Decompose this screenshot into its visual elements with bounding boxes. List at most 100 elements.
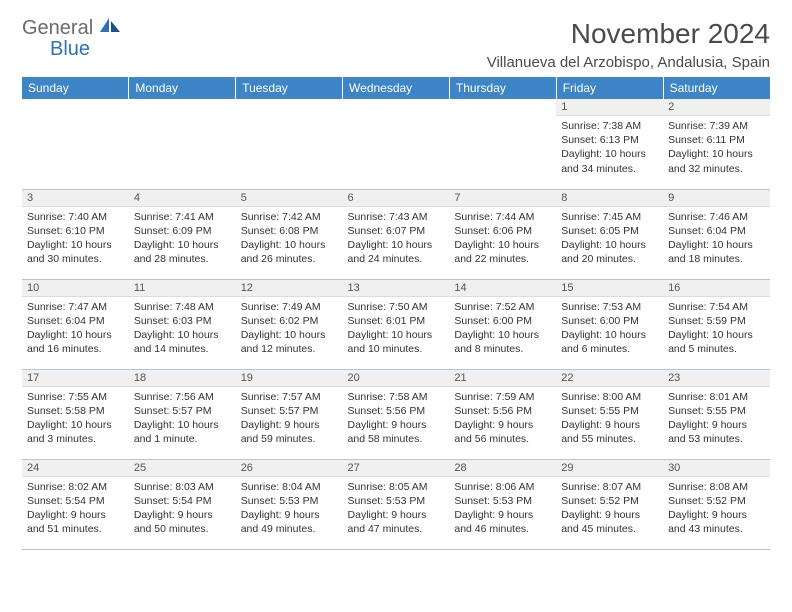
daylight-text-1: Daylight: 10 hours [27, 328, 124, 342]
daylight-text-2: and 26 minutes. [241, 252, 338, 266]
calendar-day-cell: 5Sunrise: 7:42 AMSunset: 6:08 PMDaylight… [236, 189, 343, 279]
sunset-text: Sunset: 5:55 PM [668, 404, 765, 418]
day-number: 17 [22, 370, 129, 387]
daylight-text-1: Daylight: 9 hours [241, 418, 338, 432]
daylight-text-1: Daylight: 10 hours [668, 238, 765, 252]
sunrise-text: Sunrise: 8:06 AM [454, 480, 551, 494]
calendar-day-cell: 14Sunrise: 7:52 AMSunset: 6:00 PMDayligh… [449, 279, 556, 369]
sunrise-text: Sunrise: 8:05 AM [348, 480, 445, 494]
sunrise-text: Sunrise: 7:39 AM [668, 119, 765, 133]
calendar-day-cell: 28Sunrise: 8:06 AMSunset: 5:53 PMDayligh… [449, 459, 556, 549]
day-content: Sunrise: 8:03 AMSunset: 5:54 PMDaylight:… [129, 477, 236, 540]
weekday-header: Thursday [449, 77, 556, 99]
daylight-text-1: Daylight: 9 hours [561, 418, 658, 432]
sunset-text: Sunset: 5:56 PM [348, 404, 445, 418]
calendar-day-cell: 29Sunrise: 8:07 AMSunset: 5:52 PMDayligh… [556, 459, 663, 549]
daylight-text-2: and 6 minutes. [561, 342, 658, 356]
daylight-text-2: and 47 minutes. [348, 522, 445, 536]
sunset-text: Sunset: 6:05 PM [561, 224, 658, 238]
sunset-text: Sunset: 6:00 PM [561, 314, 658, 328]
day-content: Sunrise: 8:08 AMSunset: 5:52 PMDaylight:… [663, 477, 770, 540]
daylight-text-2: and 58 minutes. [348, 432, 445, 446]
daylight-text-2: and 34 minutes. [561, 162, 658, 176]
daylight-text-1: Daylight: 9 hours [348, 418, 445, 432]
day-content: Sunrise: 7:40 AMSunset: 6:10 PMDaylight:… [22, 207, 129, 270]
day-number: 27 [343, 460, 450, 477]
sunset-text: Sunset: 5:54 PM [27, 494, 124, 508]
sunrise-text: Sunrise: 7:54 AM [668, 300, 765, 314]
day-content: Sunrise: 8:02 AMSunset: 5:54 PMDaylight:… [22, 477, 129, 540]
calendar-day-cell: 8Sunrise: 7:45 AMSunset: 6:05 PMDaylight… [556, 189, 663, 279]
day-number: 10 [22, 280, 129, 297]
weekday-header: Friday [556, 77, 663, 99]
day-content: Sunrise: 7:59 AMSunset: 5:56 PMDaylight:… [449, 387, 556, 450]
calendar-day-cell: 11Sunrise: 7:48 AMSunset: 6:03 PMDayligh… [129, 279, 236, 369]
sunset-text: Sunset: 5:53 PM [348, 494, 445, 508]
day-number: 30 [663, 460, 770, 477]
calendar-day-cell: 22Sunrise: 8:00 AMSunset: 5:55 PMDayligh… [556, 369, 663, 459]
daylight-text-1: Daylight: 9 hours [668, 508, 765, 522]
day-content: Sunrise: 8:01 AMSunset: 5:55 PMDaylight:… [663, 387, 770, 450]
day-content: Sunrise: 7:55 AMSunset: 5:58 PMDaylight:… [22, 387, 129, 450]
day-number: 26 [236, 460, 343, 477]
daylight-text-2: and 28 minutes. [134, 252, 231, 266]
daylight-text-2: and 12 minutes. [241, 342, 338, 356]
day-content: Sunrise: 7:43 AMSunset: 6:07 PMDaylight:… [343, 207, 450, 270]
logo-text-1: General [22, 17, 93, 39]
sunset-text: Sunset: 5:54 PM [134, 494, 231, 508]
sunset-text: Sunset: 6:10 PM [27, 224, 124, 238]
day-content: Sunrise: 7:54 AMSunset: 5:59 PMDaylight:… [663, 297, 770, 360]
daylight-text-1: Daylight: 10 hours [348, 238, 445, 252]
location: Villanueva del Arzobispo, Andalusia, Spa… [487, 54, 770, 71]
daylight-text-1: Daylight: 9 hours [134, 508, 231, 522]
daylight-text-2: and 18 minutes. [668, 252, 765, 266]
sunrise-text: Sunrise: 7:45 AM [561, 210, 658, 224]
sunrise-text: Sunrise: 7:58 AM [348, 390, 445, 404]
sunrise-text: Sunrise: 7:40 AM [27, 210, 124, 224]
calendar-day-cell: 24Sunrise: 8:02 AMSunset: 5:54 PMDayligh… [22, 459, 129, 549]
sunset-text: Sunset: 6:03 PM [134, 314, 231, 328]
day-content: Sunrise: 8:06 AMSunset: 5:53 PMDaylight:… [449, 477, 556, 540]
sunrise-text: Sunrise: 7:57 AM [241, 390, 338, 404]
sunset-text: Sunset: 5:53 PM [454, 494, 551, 508]
day-content: Sunrise: 7:41 AMSunset: 6:09 PMDaylight:… [129, 207, 236, 270]
day-number: 6 [343, 190, 450, 207]
month-title: November 2024 [487, 18, 770, 50]
daylight-text-1: Daylight: 10 hours [561, 147, 658, 161]
sunrise-text: Sunrise: 7:43 AM [348, 210, 445, 224]
day-content: Sunrise: 7:38 AMSunset: 6:13 PMDaylight:… [556, 116, 663, 179]
sunset-text: Sunset: 5:53 PM [241, 494, 338, 508]
sunset-text: Sunset: 6:09 PM [134, 224, 231, 238]
sunset-text: Sunset: 5:57 PM [241, 404, 338, 418]
calendar-day-cell: 27Sunrise: 8:05 AMSunset: 5:53 PMDayligh… [343, 459, 450, 549]
day-content: Sunrise: 7:44 AMSunset: 6:06 PMDaylight:… [449, 207, 556, 270]
daylight-text-1: Daylight: 10 hours [134, 238, 231, 252]
sunrise-text: Sunrise: 7:49 AM [241, 300, 338, 314]
day-content: Sunrise: 7:57 AMSunset: 5:57 PMDaylight:… [236, 387, 343, 450]
day-number: 25 [129, 460, 236, 477]
daylight-text-1: Daylight: 10 hours [454, 328, 551, 342]
day-content: Sunrise: 7:42 AMSunset: 6:08 PMDaylight:… [236, 207, 343, 270]
logo-text-block: General Blue [22, 18, 122, 60]
day-number: 3 [22, 190, 129, 207]
daylight-text-2: and 3 minutes. [27, 432, 124, 446]
daylight-text-2: and 22 minutes. [454, 252, 551, 266]
calendar-day-cell: 12Sunrise: 7:49 AMSunset: 6:02 PMDayligh… [236, 279, 343, 369]
calendar-day-cell: 30Sunrise: 8:08 AMSunset: 5:52 PMDayligh… [663, 459, 770, 549]
calendar-day-cell: 18Sunrise: 7:56 AMSunset: 5:57 PMDayligh… [129, 369, 236, 459]
day-number: 14 [449, 280, 556, 297]
calendar-day-cell: 16Sunrise: 7:54 AMSunset: 5:59 PMDayligh… [663, 279, 770, 369]
calendar-week-row: 1Sunrise: 7:38 AMSunset: 6:13 PMDaylight… [22, 99, 770, 189]
sunrise-text: Sunrise: 7:42 AM [241, 210, 338, 224]
sunrise-text: Sunrise: 7:52 AM [454, 300, 551, 314]
weekday-header: Monday [129, 77, 236, 99]
daylight-text-2: and 16 minutes. [27, 342, 124, 356]
calendar-week-row: 24Sunrise: 8:02 AMSunset: 5:54 PMDayligh… [22, 459, 770, 549]
daylight-text-2: and 45 minutes. [561, 522, 658, 536]
day-number: 1 [556, 99, 663, 116]
sunset-text: Sunset: 6:02 PM [241, 314, 338, 328]
daylight-text-1: Daylight: 10 hours [27, 238, 124, 252]
day-content: Sunrise: 7:48 AMSunset: 6:03 PMDaylight:… [129, 297, 236, 360]
logo-text-2: Blue [50, 38, 90, 60]
sunrise-text: Sunrise: 7:50 AM [348, 300, 445, 314]
